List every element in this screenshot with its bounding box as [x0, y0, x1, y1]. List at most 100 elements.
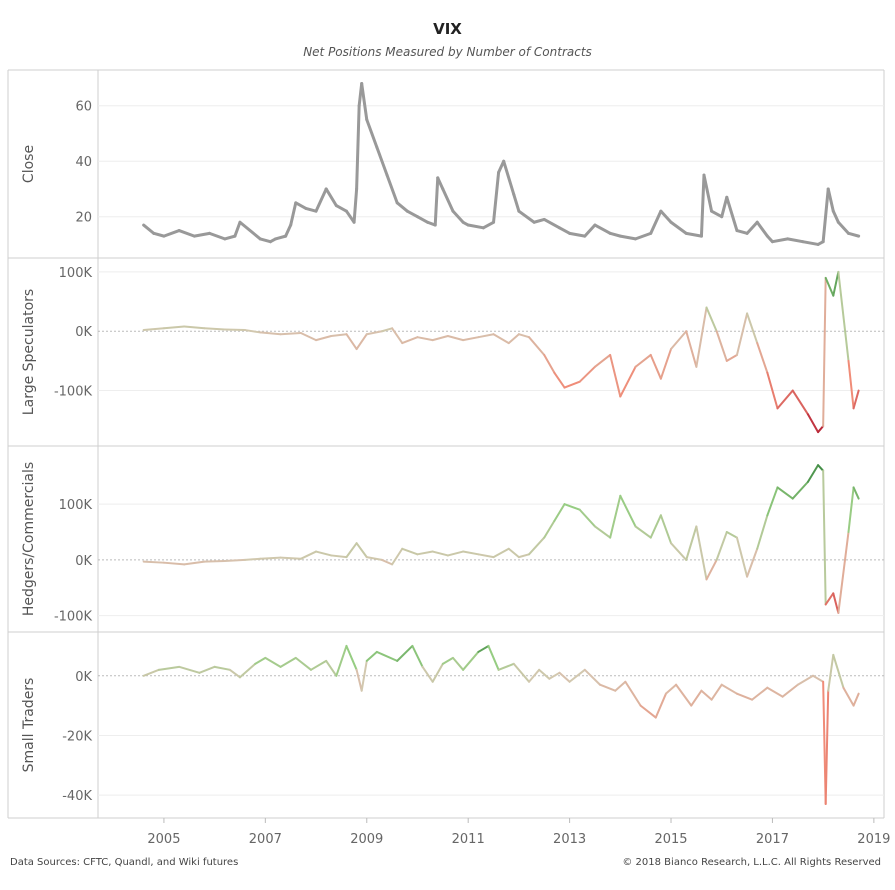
series-segment-large-5	[244, 329, 262, 334]
series-segment-small-9	[279, 656, 297, 668]
series-segment-large-1	[162, 325, 186, 330]
series-segment-small-24	[451, 656, 465, 671]
series-segment-small-19	[396, 644, 414, 662]
series-segment-small-34	[568, 668, 586, 683]
data-sources-note: Data Sources: CFTC, Quandl, and Wiki fut…	[10, 857, 239, 868]
x-tick-label-2: 2009	[350, 832, 383, 847]
panel-label-small: Small Traders	[21, 678, 37, 773]
series-segment-large-23	[507, 333, 520, 345]
series-segment-close-17	[324, 187, 338, 208]
series-segment-large-48	[806, 413, 820, 434]
series-segment-close-58	[710, 209, 724, 219]
series-segment-close-13	[289, 201, 298, 227]
series-segment-large-50	[822, 276, 827, 428]
y-tick-label-large-1: 0K	[75, 325, 92, 340]
series-segment-small-41	[664, 683, 678, 695]
series-segment-hedgers-36	[670, 542, 688, 561]
series-segment-small-52	[812, 674, 825, 683]
series-segment-small-26	[477, 644, 490, 653]
series-segment-close-5	[208, 231, 227, 241]
series-segment-close-29	[415, 215, 430, 224]
series-segment-close-57	[702, 173, 714, 213]
series-segment-close-31	[433, 176, 440, 227]
series-segment-small-50	[781, 683, 799, 698]
series-segment-close-20	[352, 187, 359, 224]
series-segment-close-37	[481, 220, 496, 230]
series-segment-hedgers-24	[517, 553, 531, 559]
series-segment-hedgers-23	[507, 547, 520, 559]
series-segment-large-25	[528, 336, 546, 356]
series-segment-hedgers-8	[299, 550, 318, 560]
series-segment-hedgers-0	[142, 560, 165, 564]
series-segment-hedgers-19	[446, 550, 465, 557]
series-segment-hedgers-25	[528, 536, 546, 556]
series-segment-large-7	[279, 332, 302, 336]
series-segment-small-21	[421, 665, 434, 683]
series-segment-large-29	[578, 365, 596, 383]
series-segment-large-17	[416, 336, 434, 342]
series-segment-close-71	[831, 209, 840, 224]
series-segment-large-51	[824, 276, 835, 297]
series-segment-close-8	[238, 220, 262, 241]
series-segment-close-56	[699, 173, 706, 238]
series-segment-close-46	[568, 231, 587, 238]
series-segment-close-73	[847, 231, 861, 238]
series-segment-large-6	[259, 331, 282, 336]
series-segment-hedgers-10	[330, 554, 348, 559]
series-segment-hedgers-54	[847, 486, 855, 534]
series-segment-large-4	[223, 328, 247, 332]
y-tick-label-large-0: 100K	[59, 266, 93, 281]
series-segment-hedgers-55	[852, 486, 860, 500]
series-segment-large-36	[670, 330, 688, 351]
y-tick-label-small-1: -20K	[62, 729, 92, 744]
series-segment-small-45	[710, 683, 723, 701]
series-segment-close-53	[659, 209, 673, 224]
series-segment-small-12	[325, 659, 338, 677]
chart-subtitle: Net Positions Measured by Number of Cont…	[303, 45, 592, 59]
series-segment-close-12	[284, 223, 293, 238]
series-segment-large-15	[391, 327, 404, 345]
series-segment-close-1	[152, 231, 166, 238]
series-segment-small-33	[558, 671, 571, 683]
series-segment-close-69	[821, 187, 830, 244]
series-segment-close-4	[192, 231, 212, 238]
series-segment-large-31	[609, 353, 622, 398]
series-segment-large-28	[563, 380, 581, 389]
series-segment-large-14	[380, 327, 394, 333]
series-segment-small-11	[309, 659, 328, 671]
series-segment-hedgers-40	[715, 531, 728, 561]
series-segment-large-35	[659, 348, 673, 380]
series-segment-large-43	[746, 312, 759, 345]
series-segment-hedgers-39	[705, 558, 718, 581]
series-segment-large-2	[183, 325, 206, 330]
y-tick-label-close-2: 60	[75, 100, 92, 115]
series-segment-small-38	[624, 680, 642, 707]
series-segment-hedgers-32	[619, 494, 637, 528]
series-segment-large-55	[852, 389, 860, 410]
series-segment-small-48	[751, 686, 769, 701]
series-segment-large-27	[553, 371, 566, 389]
series-segment-hedgers-50	[822, 469, 827, 606]
series-segment-small-15	[355, 668, 363, 692]
series-segment-large-46	[776, 389, 794, 410]
series-segment-small-32	[548, 671, 561, 680]
x-tick-label-3: 2011	[452, 832, 485, 847]
chart-title: VIX	[433, 20, 462, 38]
series-segment-large-13	[365, 330, 383, 336]
series-segment-hedgers-42	[735, 536, 749, 578]
series-segment-small-4	[213, 665, 231, 671]
series-segment-hedgers-7	[279, 556, 302, 560]
series-segment-large-16	[401, 336, 419, 345]
series-segment-hedgers-45	[766, 486, 779, 517]
series-segment-large-40	[715, 330, 728, 362]
series-segment-large-11	[345, 333, 358, 351]
series-segment-close-72	[836, 220, 851, 235]
series-segment-small-7	[254, 656, 267, 665]
series-segment-close-55	[684, 231, 703, 238]
series-segment-close-45	[557, 226, 572, 235]
series-segment-small-31	[538, 668, 551, 680]
series-segment-small-18	[375, 650, 399, 662]
series-segment-large-41	[725, 353, 738, 362]
series-segment-small-1	[157, 665, 181, 671]
series-segment-hedgers-41	[725, 531, 738, 539]
